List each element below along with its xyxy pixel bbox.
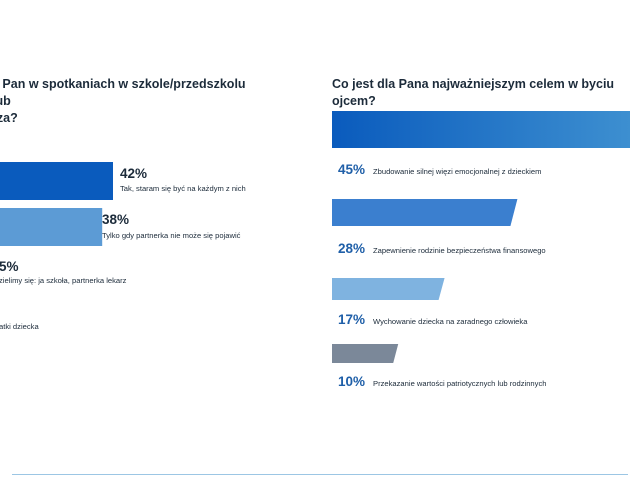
left-chart-title: y Pan w spotkaniach w szkole/przedszkolu…: [0, 77, 246, 125]
right-bar-2-value: 28%: [338, 241, 366, 256]
right-bar-4: [332, 344, 399, 363]
right-bar-1-label: Zbudowanie silnej więzi emocjonalnej z d…: [373, 167, 542, 176]
right-bar-4-value: 10%: [338, 374, 366, 389]
right-bar-1: [332, 111, 630, 148]
left-bar-1-label: Tak, staram się być na każdym z nich: [120, 184, 246, 193]
left-bar-2-value: 38%: [102, 212, 130, 227]
left-bar-2-label: Tylko gdy partnerka nie może się pojawić: [102, 231, 241, 240]
left-chart-bars: [0, 162, 113, 246]
right-chart-title: Co jest dla Pana najważniejszym celem w …: [332, 77, 615, 108]
right-bar-3: [332, 278, 445, 300]
left-bar-3-label: zielimy się: ja szkoła, partnerka lekarz: [0, 276, 127, 285]
right-bar-2-label: Zapewnienie rodzinie bezpieczeństwa fina…: [373, 246, 546, 255]
left-bar-4-label: atki dziecka: [0, 322, 39, 331]
right-bar-2: [332, 199, 518, 226]
left-bar-3-value: 5%: [0, 259, 19, 274]
right-bar-1-value: 45%: [338, 162, 366, 177]
left-bar-1-value: 42%: [120, 166, 148, 181]
footer-divider: [12, 474, 628, 475]
left-bar-1: [0, 162, 113, 200]
right-bar-3-label: Wychowanie dziecka na zaradnego człowiek…: [373, 317, 528, 326]
right-bar-3-value: 17%: [338, 312, 366, 327]
right-bar-4-label: Przekazanie wartości patriotycznych lub …: [373, 379, 547, 388]
right-chart-bars: [332, 111, 630, 363]
left-bar-2: [0, 208, 103, 246]
